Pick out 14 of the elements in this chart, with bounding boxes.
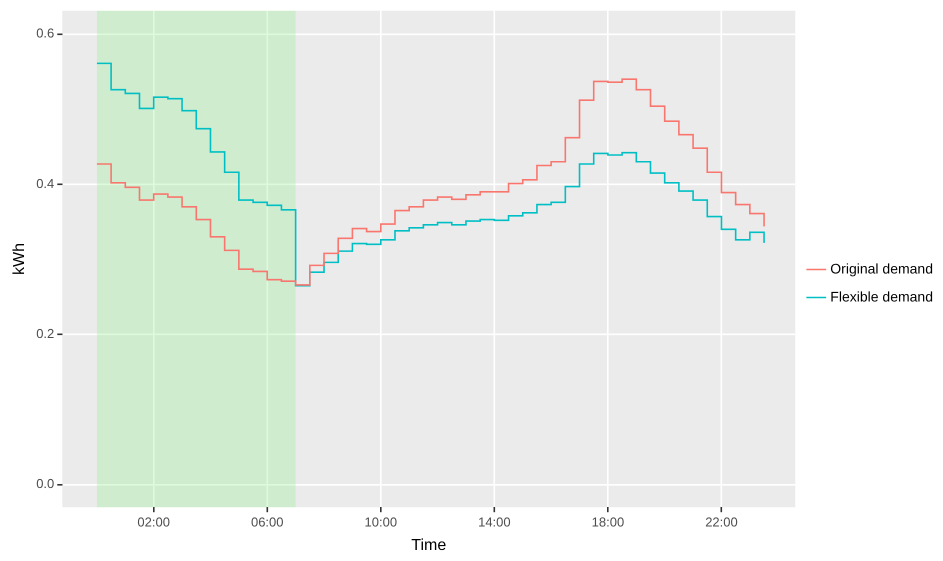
y-tick-label: 0.2: [36, 326, 54, 342]
x-tick-label: 02:00: [137, 514, 170, 530]
x-tick-label: 22:00: [705, 514, 738, 530]
y-axis-title: kWh: [11, 243, 28, 275]
legend-label: Flexible demand: [830, 288, 934, 304]
y-tick-label: 0.4: [36, 176, 54, 191]
y-tick-label: 0.0: [36, 476, 54, 492]
x-tick-label: 06:00: [250, 514, 284, 530]
x-tick-label: 14:00: [478, 514, 511, 530]
x-axis-title: Time: [411, 536, 446, 554]
y-tick-label: 0.6: [36, 26, 54, 41]
legend-label: Original demand: [830, 260, 934, 276]
x-tick-label: 18:00: [592, 514, 624, 530]
x-tick-label: 10:00: [364, 514, 398, 530]
